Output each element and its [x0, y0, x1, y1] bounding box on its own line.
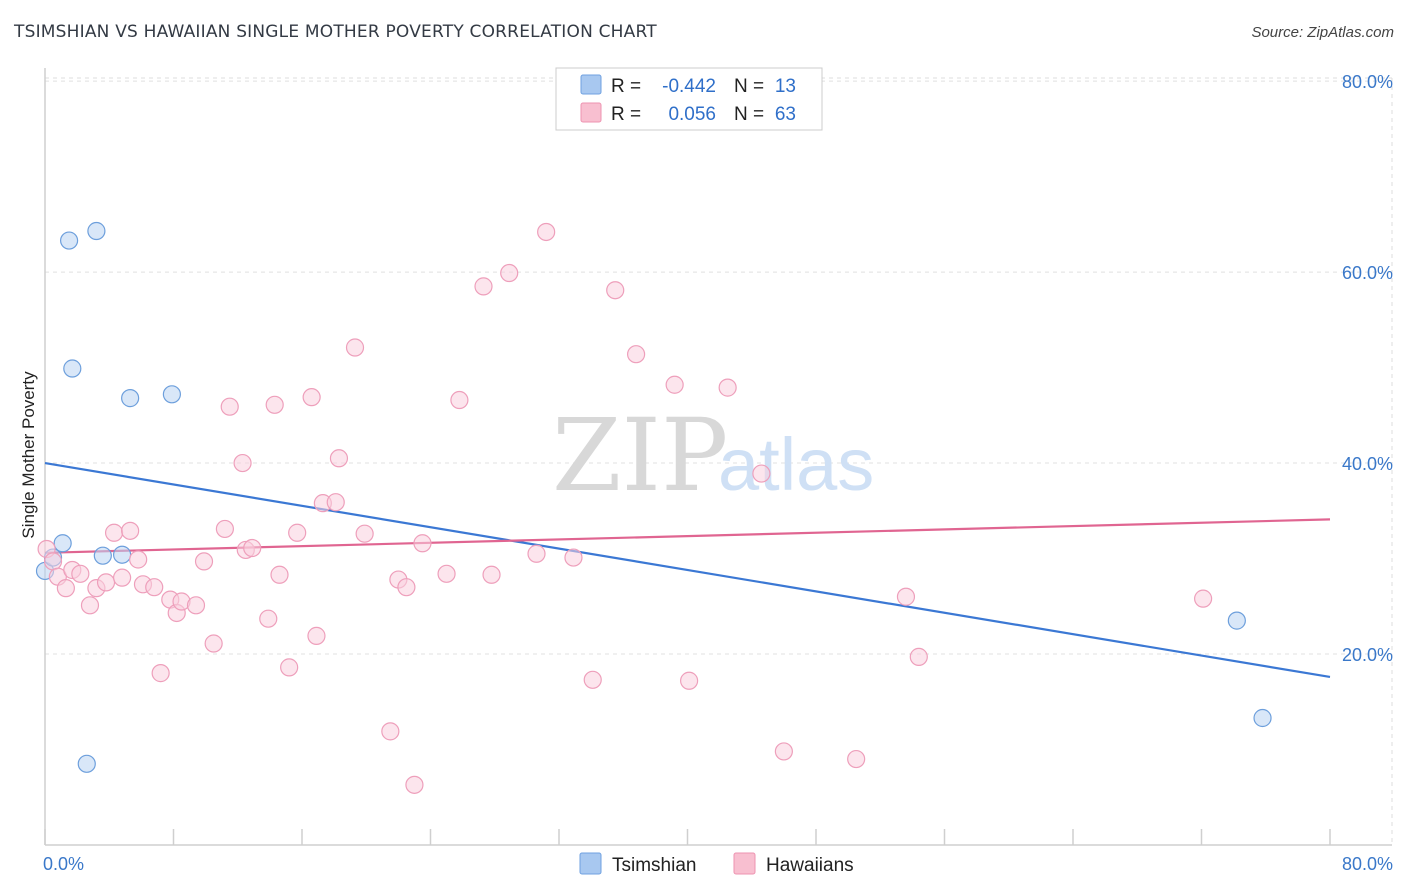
point-hawaiians-59 [774, 742, 793, 761]
point-tsimshian-2 [53, 534, 72, 553]
bottom-legend-swatch-tsimshian [579, 852, 602, 875]
point-tsimshian-8 [112, 545, 132, 564]
point-hawaiians-52 [583, 670, 602, 689]
legend-swatch-hawaiians [580, 102, 602, 123]
legend-swatch-tsimshian [580, 74, 602, 95]
y-tick-label-40: 40.0% [1342, 454, 1393, 474]
point-hawaiians-5 [71, 564, 90, 583]
point-hawaiians-50 [537, 222, 556, 242]
bottom-legend-label-hawaiians: Hawaiians [766, 855, 854, 876]
legend-r-value-tsimshian: -0.442 [662, 76, 716, 97]
point-hawaiians-37 [345, 338, 365, 357]
point-hawaiians-1 [43, 552, 63, 571]
point-hawaiians-41 [397, 578, 416, 597]
y-tick-label-60: 60.0% [1342, 263, 1393, 283]
point-hawaiians-61 [896, 587, 916, 606]
point-hawaiians-44 [437, 564, 456, 583]
point-hawaiians-32 [302, 388, 321, 407]
point-hawaiians-29 [270, 565, 289, 584]
point-hawaiians-24 [233, 453, 252, 473]
legend-n-label-hawaiians: N = [734, 104, 764, 125]
point-hawaiians-46 [474, 277, 493, 296]
point-tsimshian-9 [121, 389, 140, 408]
watermark: ZIP atlas [552, 397, 874, 514]
point-hawaiians-33 [307, 626, 326, 645]
legend-r-label-tsimshian: R = [611, 76, 641, 97]
watermark-atlas: atlas [718, 423, 874, 506]
point-hawaiians-22 [215, 519, 234, 539]
legend-n-value-tsimshian: 13 [775, 76, 796, 97]
point-hawaiians-9 [104, 523, 124, 542]
point-hawaiians-39 [381, 722, 400, 741]
point-hawaiians-6 [80, 596, 100, 615]
point-hawaiians-58 [752, 464, 771, 483]
point-hawaiians-27 [259, 609, 278, 628]
point-hawaiians-30 [280, 658, 299, 677]
x-tick-label-max: 80.0% [1342, 854, 1393, 874]
legend-r-label-hawaiians: R = [611, 104, 641, 125]
point-hawaiians-42 [405, 775, 424, 794]
point-hawaiians-57 [718, 378, 737, 397]
y-tick-label-80: 80.0% [1342, 72, 1393, 92]
point-hawaiians-43 [413, 534, 432, 553]
point-hawaiians-38 [355, 524, 374, 543]
point-hawaiians-14 [145, 578, 164, 597]
point-tsimshian-3 [59, 231, 79, 250]
point-hawaiians-12 [129, 550, 148, 569]
y-tick-label-20: 20.0% [1342, 645, 1393, 665]
legend-n-label-tsimshian: N = [734, 76, 764, 97]
point-tsimshian-6 [87, 221, 106, 241]
watermark-zip: ZIP [552, 397, 728, 514]
point-hawaiians-23 [220, 397, 239, 416]
x-tick-label-min: 0.0% [43, 854, 84, 874]
bottom-legend-swatch-hawaiians [733, 852, 756, 875]
point-hawaiians-15 [151, 664, 170, 683]
point-hawaiians-36 [329, 449, 349, 468]
y-axis-title: Single Mother Poverty [19, 371, 38, 539]
point-hawaiians-63 [1194, 589, 1213, 608]
point-tsimshian-5 [77, 754, 96, 773]
legend-r-value-hawaiians: 0.056 [668, 104, 716, 125]
point-hawaiians-48 [500, 263, 519, 283]
point-hawaiians-31 [288, 523, 307, 542]
point-hawaiians-19 [186, 596, 206, 615]
point-hawaiians-53 [606, 281, 625, 300]
point-hawaiians-8 [96, 573, 116, 592]
point-hawaiians-55 [665, 375, 684, 394]
point-hawaiians-54 [626, 345, 646, 364]
bottom-legend: Tsimshian Hawaiians [579, 852, 854, 876]
point-tsimshian-12 [1253, 708, 1272, 728]
point-hawaiians-51 [564, 548, 583, 567]
point-hawaiians-20 [194, 552, 214, 571]
point-hawaiians-21 [204, 634, 223, 653]
point-hawaiians-26 [243, 538, 262, 558]
point-hawaiians-28 [265, 395, 284, 414]
point-hawaiians-35 [326, 493, 345, 512]
data-points [35, 221, 1272, 794]
point-tsimshian-4 [63, 359, 82, 378]
chart-title: TSIMSHIAN VS HAWAIIAN SINGLE MOTHER POVE… [14, 22, 657, 42]
point-hawaiians-49 [527, 544, 546, 563]
point-hawaiians-62 [909, 647, 928, 666]
point-hawaiians-47 [482, 565, 501, 584]
trend-line-tsimshian [44, 461, 1331, 679]
point-tsimshian-11 [1227, 611, 1246, 630]
point-hawaiians-56 [680, 671, 699, 690]
x-tick-labels: 0.0% 80.0% [43, 854, 1393, 874]
legend-n-value-hawaiians: 63 [775, 104, 796, 125]
axes [44, 68, 1392, 846]
point-tsimshian-7 [93, 546, 112, 565]
point-hawaiians-60 [847, 749, 866, 769]
legend-box: R = -0.442 N = 13 R = 0.056 N = 63 [555, 67, 823, 131]
point-hawaiians-11 [121, 521, 140, 540]
point-tsimshian-10 [162, 385, 181, 404]
point-hawaiians-3 [56, 579, 75, 598]
bottom-legend-label-tsimshian: Tsimshian [612, 855, 696, 876]
y-tick-labels: 20.0% 40.0% 60.0% 80.0% [1342, 72, 1393, 665]
source-label: Source: ZipAtlas.com [1251, 24, 1394, 41]
point-hawaiians-10 [112, 568, 132, 587]
point-hawaiians-45 [450, 390, 469, 410]
